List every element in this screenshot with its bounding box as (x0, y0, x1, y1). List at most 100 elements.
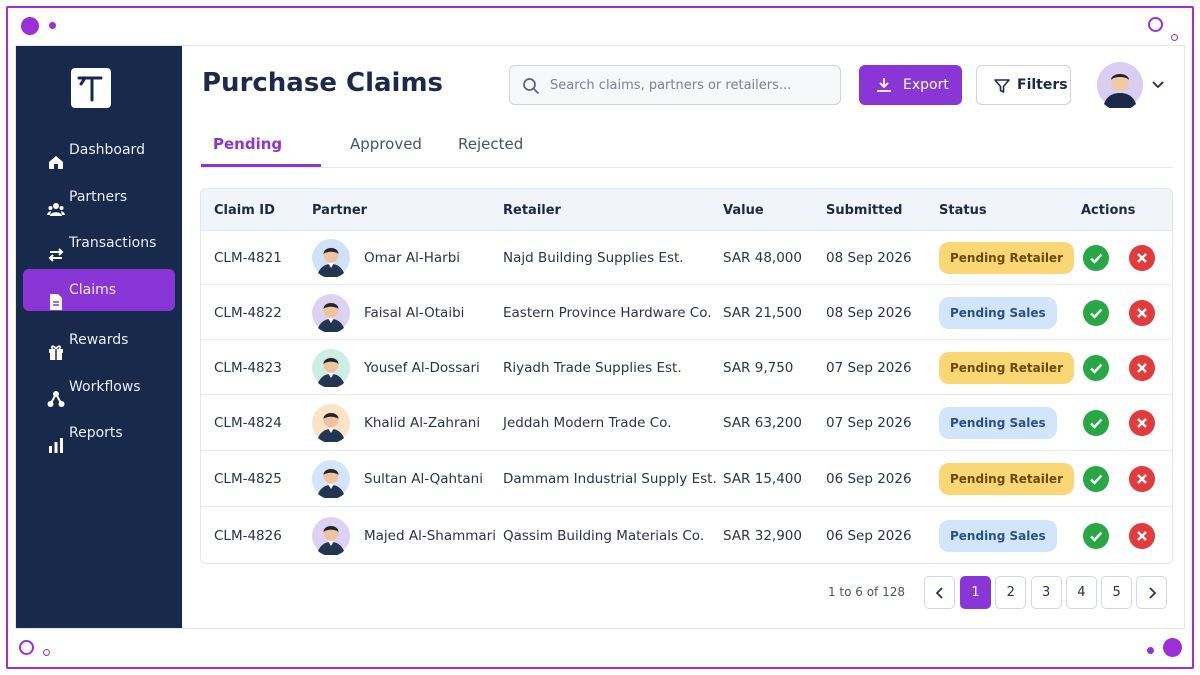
decor-dot (1171, 34, 1178, 41)
column-header: Status (939, 203, 987, 218)
column-header: Value (723, 203, 764, 218)
status-pill: Pending Retailer (939, 351, 1074, 384)
decor-dot (1147, 647, 1154, 654)
table-row: CLM-4821 Omar Al-Harbi Najd Building Suppl… (201, 231, 1172, 285)
nav-item[interactable]: Reports (23, 412, 175, 454)
retailer: Najd Building Supplies Est. (503, 250, 684, 266)
claim-id: CLM-4824 (214, 415, 282, 431)
approve-button[interactable] (1083, 354, 1109, 381)
prev-page[interactable] (924, 576, 955, 609)
retailer: Dammam Industrial Supply Est. (503, 471, 717, 487)
approve-button[interactable] (1083, 245, 1109, 271)
nav-item[interactable]: Partners (23, 176, 175, 218)
reject-button[interactable] (1129, 245, 1155, 271)
reject-button[interactable] (1129, 354, 1155, 381)
nav-item[interactable]: Dashboard (23, 129, 175, 171)
filters-label: Filters (1017, 77, 1068, 93)
claim-id: CLM-4821 (214, 250, 282, 266)
tab-underline (201, 164, 321, 167)
submitted-date: 07 Sep 2026 (826, 415, 912, 431)
retailer: Qassim Building Materials Co. (503, 527, 705, 544)
table-row: CLM-4823 Yousef Al-Dossari Riyadh Trade Su… (201, 340, 1172, 395)
pagination-summary: 1 to 6 of 128 (827, 585, 905, 599)
claim-id: CLM-4825 (214, 471, 282, 487)
tab[interactable]: Rejected (458, 135, 524, 153)
nav-label: Workflows (69, 378, 141, 395)
page-button[interactable]: 1 (960, 576, 991, 609)
status-pill: Pending Retailer (939, 463, 1074, 495)
reject-button[interactable] (1129, 410, 1155, 436)
approve-button[interactable] (1083, 299, 1109, 326)
decor-dot (1163, 638, 1182, 657)
nav-label: Rewards (69, 332, 129, 348)
status-pill: Pending Sales (939, 407, 1057, 439)
nav-label: Transactions (69, 235, 157, 251)
reject-button[interactable] (1129, 299, 1155, 326)
filters-button[interactable]: Filters (976, 65, 1071, 105)
nav-item[interactable]: Claims (23, 268, 175, 311)
nav-item[interactable]: Workflows (23, 366, 175, 408)
column-header: Submitted (826, 203, 903, 218)
claim-id: CLM-4822 (214, 304, 282, 321)
nav-label: Claims (69, 281, 117, 298)
page-button[interactable]: 2 (995, 576, 1027, 609)
partner-avatar (312, 460, 350, 500)
table-row: CLM-4825 Sultan Al-Qahtani Dammam Industri… (201, 451, 1172, 507)
retailer: Eastern Province Hardware Co. (503, 304, 712, 321)
claim-value: SAR 32,900 (723, 527, 802, 544)
status-pill: Pending Sales (939, 296, 1057, 329)
retailer: Jeddah Modern Trade Co. (503, 415, 672, 431)
table-row: CLM-4822 Faisal Al-Otaibi Eastern Province… (201, 285, 1172, 340)
partner-name: Yousef Al-Dossari (364, 359, 480, 376)
page-button[interactable]: 3 (1030, 576, 1062, 609)
claim-value: SAR 9,750 (723, 359, 794, 376)
nav-item[interactable]: Transactions (23, 222, 175, 264)
decor-dot (1148, 17, 1163, 32)
claim-value: SAR 48,000 (723, 250, 802, 266)
column-header: Retailer (503, 203, 561, 218)
tab[interactable]: Approved (350, 135, 422, 153)
status-pill: Pending Sales (939, 519, 1057, 552)
reject-button[interactable] (1129, 522, 1155, 549)
next-page[interactable] (1136, 576, 1167, 609)
search-placeholder: Search claims, partners or retailers... (550, 77, 792, 93)
column-header: Actions (1081, 203, 1136, 218)
sidebar: Dashboard Partners Transactions Claims Rewar… (16, 46, 182, 628)
user-menu-chevron[interactable] (1152, 80, 1164, 90)
page-button[interactable]: 5 (1101, 576, 1133, 609)
submitted-date: 06 Sep 2026 (826, 471, 912, 487)
nav-label: Partners (69, 188, 128, 205)
partner-name: Sultan Al-Qahtani (364, 471, 483, 487)
submitted-date: 08 Sep 2026 (826, 250, 912, 266)
partner-name: Faisal Al-Otaibi (364, 304, 465, 321)
partner-avatar (312, 516, 350, 556)
decor-dot (49, 22, 56, 29)
partner-avatar (312, 348, 350, 388)
approve-button[interactable] (1083, 522, 1109, 549)
nav-label: Reports (69, 425, 123, 441)
decor-dot (19, 640, 34, 655)
partner-avatar (312, 239, 350, 279)
nav-label: Dashboard (69, 142, 145, 158)
claim-value: SAR 21,500 (723, 304, 802, 321)
user-avatar[interactable] (1097, 62, 1143, 108)
approve-button[interactable] (1083, 466, 1109, 492)
submitted-date: 06 Sep 2026 (826, 527, 912, 544)
table-row: CLM-4824 Khalid Al-Zahrani Jeddah Modern T… (201, 395, 1172, 451)
search-box[interactable]: Search claims, partners or retailers... (509, 65, 841, 105)
claims-table: Claim ID Partner Retailer Value Submitted Sta… (200, 188, 1173, 564)
tab-divider (201, 167, 1173, 168)
decor-dot (21, 17, 39, 35)
logo (71, 68, 111, 108)
export-button[interactable]: Export (859, 65, 962, 105)
submitted-date: 07 Sep 2026 (826, 359, 912, 376)
partner-avatar (312, 404, 350, 444)
page-title: Purchase Claims (202, 68, 444, 98)
approve-button[interactable] (1083, 410, 1109, 436)
page-button[interactable]: 4 (1065, 576, 1097, 609)
nav-item[interactable]: Rewards (23, 319, 175, 361)
reject-button[interactable] (1129, 466, 1155, 492)
tab[interactable]: Pending (213, 135, 283, 153)
partner-name: Omar Al-Harbi (364, 250, 461, 266)
outer-frame (6, 6, 1194, 669)
